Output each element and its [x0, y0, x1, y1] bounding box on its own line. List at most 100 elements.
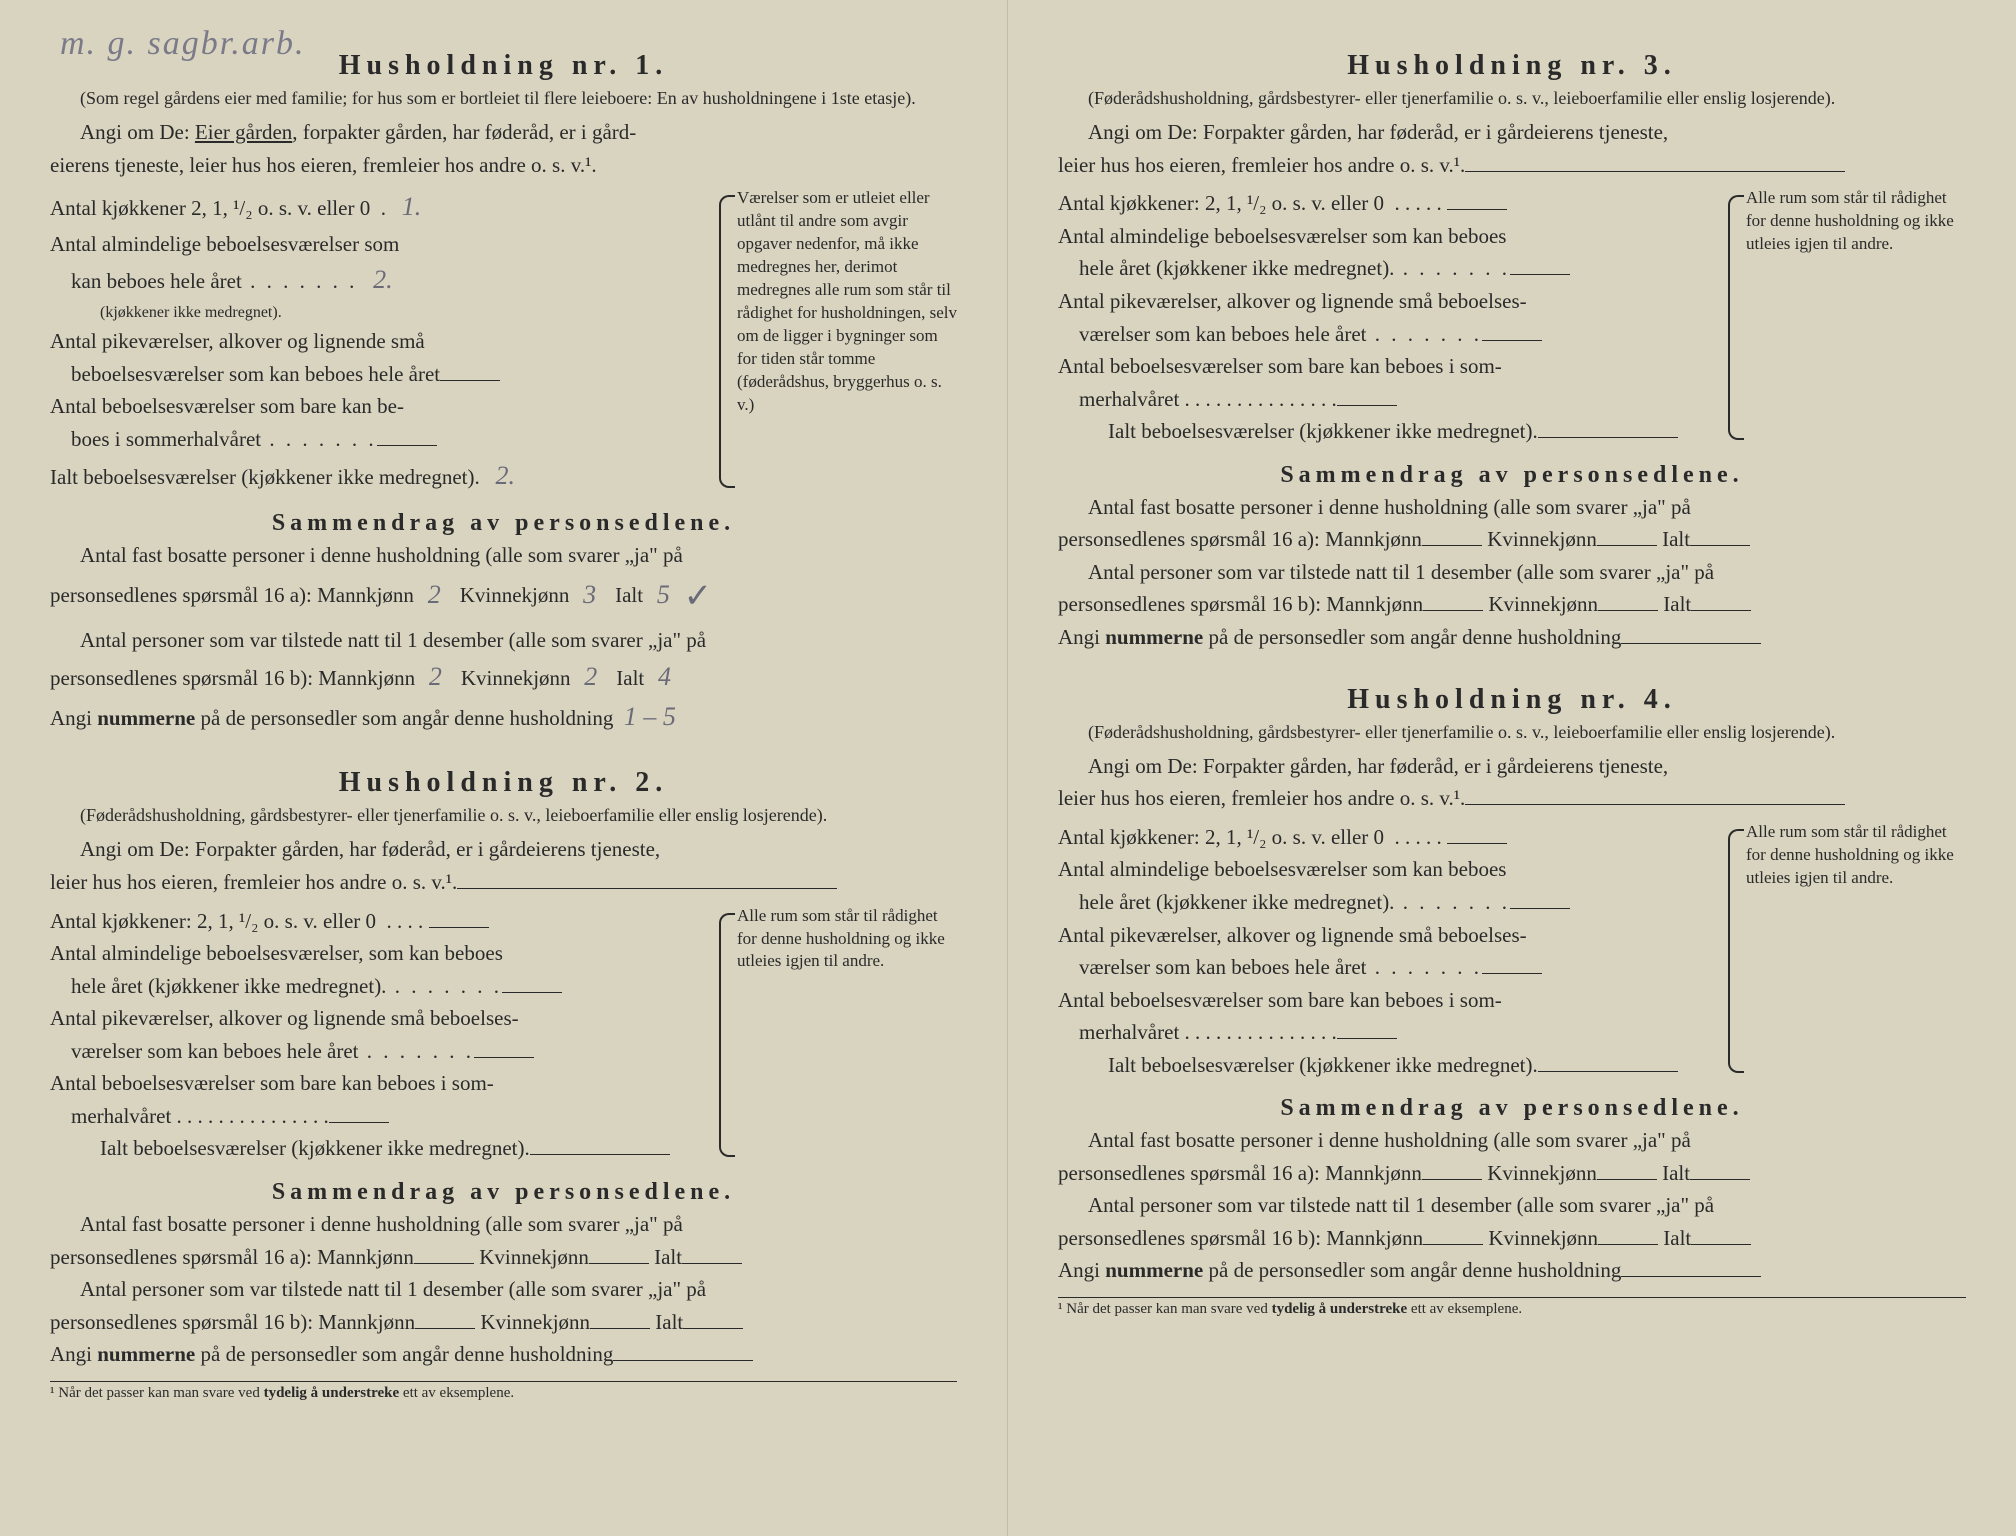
- footnote-right: ¹ Når det passer kan man svare ved tydel…: [1058, 1297, 1966, 1318]
- h3-angi2: leier hus hos eieren, fremleier hos andr…: [1058, 149, 1966, 182]
- h2-til2-text: personsedlenes spørsmål 16 b): Mannkjønn: [50, 1310, 415, 1334]
- h2-pike1: Antal pikeværelser, alkover og lignende …: [50, 1002, 699, 1035]
- h4-angi2-text: leier hus hos eieren, fremleier hos andr…: [1058, 786, 1465, 810]
- h1-til-m: 2: [420, 657, 450, 697]
- h2-som2-text: merhalvåret: [71, 1104, 171, 1128]
- h4-pike1: Antal pikeværelser, alkover og lignende …: [1058, 919, 1708, 952]
- h3-som2: merhalvåret . . . . . . . . . . . . . . …: [1058, 383, 1708, 416]
- h4-rooms-block: Antal kjøkkener: 2, 1, ¹/₂ o. s. v. elle…: [1058, 821, 1966, 1081]
- h2-alm1: Antal almindelige beboelsesværelser, som…: [50, 937, 699, 970]
- h1-pike2: beboelsesværelser som kan beboes hele år…: [50, 358, 699, 391]
- h1-alm1: Antal almindelige beboelsesværelser som: [50, 228, 699, 261]
- h2-ialt-label: Ialt beboelsesværelser (kjøkkener ikke m…: [100, 1136, 530, 1160]
- h4-fast2-text: personsedlenes spørsmål 16 a): Mannkjønn: [1058, 1161, 1422, 1185]
- h3-alm1: Antal almindelige beboelsesværelser som …: [1058, 220, 1708, 253]
- h4-til2-text: personsedlenes spørsmål 16 b): Mannkjønn: [1058, 1226, 1423, 1250]
- h2-num: Angi nummerne på de personsedler som ang…: [50, 1338, 957, 1371]
- h2-kjok-label: Antal kjøkkener: 2, 1, ¹/₂ o. s. v. elle…: [50, 909, 376, 933]
- h3-angi1: Angi om De: Forpakter gården, har føderå…: [1058, 116, 1966, 149]
- h1-alm2: kan beboes hele året 2.: [50, 260, 699, 300]
- h3-til-k-label: Kvinnekjønn: [1488, 592, 1598, 616]
- h2-sammen-title: Sammendrag av personsedlene.: [50, 1179, 957, 1206]
- h4-ialt: Ialt beboelsesværelser (kjøkkener ikke m…: [1058, 1049, 1708, 1082]
- h1-fast2: personsedlenes spørsmål 16 a): Mannkjønn…: [50, 571, 957, 624]
- h1-note: (Som regel gårdens eier med familie; for…: [50, 86, 957, 110]
- h4-rooms-left: Antal kjøkkener: 2, 1, ¹/₂ o. s. v. elle…: [1058, 821, 1708, 1081]
- h1-fast2-text: personsedlenes spørsmål 16 a): Mannkjønn: [50, 584, 414, 608]
- h2-alm2-text: hele året (kjøkkener ikke medregnet).: [71, 974, 386, 998]
- h1-til-k: 2: [576, 657, 606, 697]
- h1-ialt-val: 2.: [490, 456, 520, 496]
- check-mark: ✓: [684, 571, 713, 624]
- h3-fast2-text: personsedlenes spørsmål 16 a): Mannkjønn: [1058, 527, 1422, 551]
- h1-til-i-label: Ialt: [616, 666, 644, 690]
- h1-til2-text: personsedlenes spørsmål 16 b): Mannkjønn: [50, 666, 415, 690]
- h1-fast-i: 5: [648, 575, 678, 615]
- h2-fast-i-label: Ialt: [654, 1245, 682, 1269]
- h3-pike2: værelser som kan beboes hele året: [1058, 318, 1708, 351]
- h4-kjok-label: Antal kjøkkener: 2, 1, ¹/₂ o. s. v. elle…: [1058, 825, 1384, 849]
- h1-fast-k-label: Kvinnekjønn: [460, 584, 570, 608]
- h4-sammen-title: Sammendrag av personsedlene.: [1058, 1095, 1966, 1122]
- h2-note: (Føderådshusholdning, gårdsbestyrer- ell…: [50, 803, 957, 827]
- h2-rooms-left: Antal kjøkkener: 2, 1, ¹/₂ o. s. v. elle…: [50, 905, 699, 1165]
- h1-alm-val: 2.: [368, 260, 398, 300]
- h2-fast1: Antal fast bosatte personer i denne hush…: [50, 1208, 957, 1241]
- h4-til1: Antal personer som var tilstede natt til…: [1058, 1189, 1966, 1222]
- h2-fast2: personsedlenes spørsmål 16 a): Mannkjønn…: [50, 1241, 957, 1274]
- h3-til-i-label: Ialt: [1663, 592, 1691, 616]
- h1-pike1: Antal pikeværelser, alkover og lignende …: [50, 325, 699, 358]
- h3-fast2: personsedlenes spørsmål 16 a): Mannkjønn…: [1058, 523, 1966, 556]
- h1-kjok-label: Antal kjøkkener 2, 1, ¹/₂ o. s. v. eller…: [50, 196, 370, 220]
- h3-title: Husholdning nr. 3.: [1058, 50, 1966, 82]
- h4-til-k-label: Kvinnekjønn: [1488, 1226, 1598, 1250]
- h2-sidenote: Alle rum som står til rådighet for denne…: [719, 905, 957, 1165]
- h3-fast1: Antal fast bosatte personer i denne hush…: [1058, 491, 1966, 524]
- h4-num: Angi nummerne på de personsedler som ang…: [1058, 1254, 1966, 1287]
- h2-til-k-label: Kvinnekjønn: [480, 1310, 590, 1334]
- h3-note: (Føderådshusholdning, gårdsbestyrer- ell…: [1058, 86, 1966, 110]
- h1-fast-k: 3: [575, 575, 605, 615]
- h4-pike2-text: værelser som kan beboes hele året: [1079, 955, 1366, 979]
- h4-til-i-label: Ialt: [1663, 1226, 1691, 1250]
- h1-kjok: Antal kjøkkener 2, 1, ¹/₂ o. s. v. eller…: [50, 187, 699, 227]
- h3-kjok-label: Antal kjøkkener: 2, 1, ¹/₂ o. s. v. elle…: [1058, 191, 1384, 215]
- h1-angi2: eierens tjeneste, leier hus hos eieren, …: [50, 149, 957, 182]
- h3-kjok: Antal kjøkkener: 2, 1, ¹/₂ o. s. v. elle…: [1058, 187, 1708, 220]
- h3-pike1: Antal pikeværelser, alkover og lignende …: [1058, 285, 1708, 318]
- h1-som2: boes i sommerhalvåret: [50, 423, 699, 456]
- h1-som1: Antal beboelsesværelser som bare kan be-: [50, 390, 699, 423]
- h2-angi2: leier hus hos eieren, fremleier hos andr…: [50, 866, 957, 899]
- h2-som2: merhalvåret . . . . . . . . . . . . . . …: [50, 1100, 699, 1133]
- h1-rooms-left: Antal kjøkkener 2, 1, ¹/₂ o. s. v. eller…: [50, 187, 699, 495]
- h2-fast-k-label: Kvinnekjønn: [479, 1245, 589, 1269]
- h2-kjok: Antal kjøkkener: 2, 1, ¹/₂ o. s. v. elle…: [50, 905, 699, 938]
- h3-fast-k-label: Kvinnekjønn: [1487, 527, 1597, 551]
- h1-num-val: 1 – 5: [624, 697, 676, 737]
- h1-til-k-label: Kvinnekjønn: [461, 666, 571, 690]
- h1-til1: Antal personer som var tilstede natt til…: [50, 624, 957, 657]
- h1-angi1: Angi om De: Eier gården, forpakter gårde…: [50, 116, 957, 149]
- h1-sammen-title: Sammendrag av personsedlene.: [50, 510, 957, 537]
- h4-sidenote: Alle rum som står til rådighet for denne…: [1728, 821, 1966, 1081]
- h3-rooms-block: Antal kjøkkener: 2, 1, ¹/₂ o. s. v. elle…: [1058, 187, 1966, 447]
- h4-ialt-label: Ialt beboelsesværelser (kjøkkener ikke m…: [1108, 1053, 1538, 1077]
- h1-ialt: Ialt beboelsesværelser (kjøkkener ikke m…: [50, 456, 699, 496]
- h2-ialt: Ialt beboelsesværelser (kjøkkener ikke m…: [50, 1132, 699, 1165]
- h4-som2-text: merhalvåret: [1079, 1020, 1179, 1044]
- h4-til2: personsedlenes spørsmål 16 b): Mannkjønn…: [1058, 1222, 1966, 1255]
- h1-som2-text: boes i sommerhalvåret: [71, 427, 261, 451]
- handwritten-annotation: m. g. sagbr.arb.: [60, 25, 305, 63]
- h3-til2: personsedlenes spørsmål 16 b): Mannkjønn…: [1058, 588, 1966, 621]
- h4-alm2: hele året (kjøkkener ikke medregnet).: [1058, 886, 1708, 919]
- h3-ialt-label: Ialt beboelsesværelser (kjøkkener ikke m…: [1108, 419, 1538, 443]
- h1-fast-i-label: Ialt: [615, 584, 643, 608]
- right-page: Husholdning nr. 3. (Føderådshusholdning,…: [1008, 0, 2016, 1536]
- h4-fast2: personsedlenes spørsmål 16 a): Mannkjønn…: [1058, 1157, 1966, 1190]
- h4-alm1: Antal almindelige beboelsesværelser som …: [1058, 853, 1708, 886]
- h1-fast1: Antal fast bosatte personer i denne hush…: [50, 539, 957, 572]
- h4-title: Husholdning nr. 4.: [1058, 684, 1966, 716]
- h1-num: Angi nummerne på de personsedler som ang…: [50, 697, 957, 737]
- h2-pike2: værelser som kan beboes hele året: [50, 1035, 699, 1068]
- h3-pike2-text: værelser som kan beboes hele året: [1079, 322, 1366, 346]
